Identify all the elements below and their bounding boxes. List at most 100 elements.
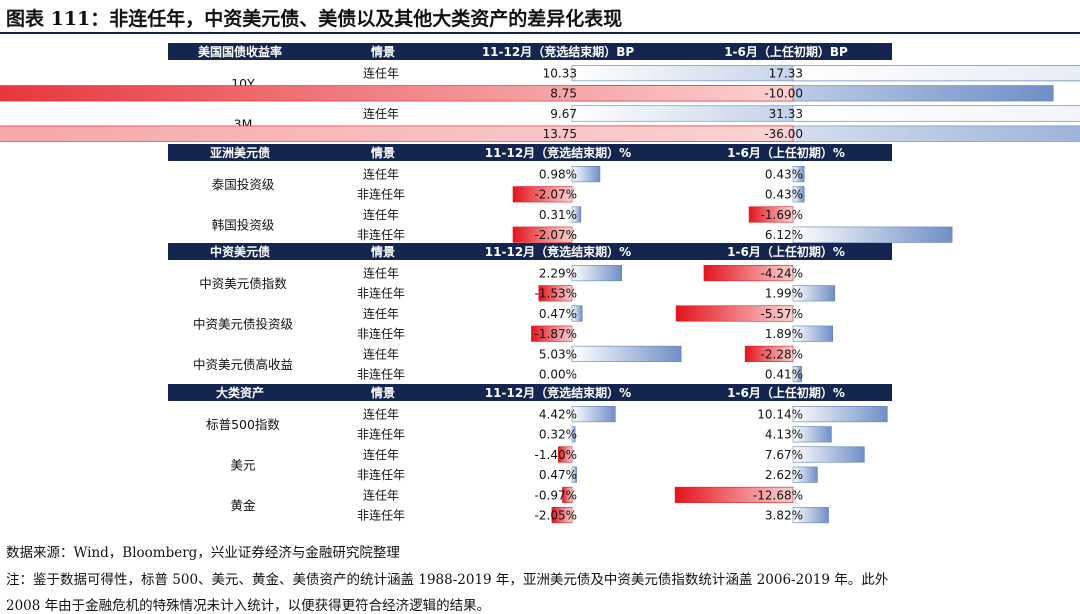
value-bar-col2	[792, 226, 953, 243]
value-bar-col2	[674, 486, 794, 503]
value-bar-col2	[792, 446, 865, 463]
footnote-line-2: 2008 年由于金融危机的特殊情况未计入统计，以便获得更符合经济逻辑的结果。	[6, 598, 491, 614]
value-label-col1: -2.07%	[535, 188, 577, 202]
value-label-col1: 13.75	[543, 127, 577, 141]
value-label-col1: 0.32%	[539, 428, 577, 442]
value-bar-col2	[792, 366, 802, 383]
scenario-label: 非连任年	[357, 467, 405, 482]
value-label-col1: 10.33	[543, 67, 577, 81]
scenario-label: 非连任年	[357, 286, 405, 301]
section-header-scenario: 情景	[371, 244, 395, 259]
scenario-label: 连任年	[363, 306, 399, 321]
value-label-col1: 4.42%	[539, 408, 577, 422]
section-header-bar	[168, 384, 892, 401]
value-bar-col2	[792, 507, 829, 524]
value-bar-col2	[703, 265, 794, 282]
group-label: 黄金	[230, 498, 256, 513]
scenario-label: 非连任年	[357, 326, 405, 341]
scenario-label: 连任年	[363, 346, 399, 361]
scenario-label: 非连任年	[357, 508, 405, 523]
scenario-label: 连任年	[363, 407, 399, 422]
section-header-col1: 11-12月（竞选结束期）%	[485, 244, 631, 259]
value-label-col1: 0.98%	[539, 168, 577, 182]
section-header-scenario: 情景	[371, 385, 395, 400]
value-label-col1: 5.03%	[539, 347, 577, 361]
value-label-col2: 4.13%	[765, 428, 803, 442]
section-header-name: 大类资产	[216, 385, 264, 400]
value-label-col2: 6.12%	[765, 228, 803, 242]
value-bar-col1	[557, 446, 573, 463]
value-label-col2: 17.33	[769, 67, 803, 81]
value-bar-col2	[792, 406, 888, 423]
value-label-col1: 9.67	[550, 107, 577, 121]
value-bar-col1	[571, 466, 577, 483]
scenario-label: 连任年	[363, 167, 399, 182]
value-label-col2: -12.68%	[753, 488, 803, 502]
group-label: 中资美元债指数	[199, 276, 287, 291]
value-label-col2: 7.67%	[765, 448, 803, 462]
value-bar-col2	[792, 105, 1080, 122]
value-label-col2: -2.28%	[761, 347, 803, 361]
value-label-col1: 0.47%	[539, 468, 577, 482]
scenario-label: 非连任年	[357, 427, 405, 442]
scenario-label: 非连任年	[357, 227, 405, 242]
value-label-col2: -36.00	[764, 127, 803, 141]
scenario-label: 连任年	[363, 66, 399, 81]
value-label-col1: 0.31%	[539, 208, 577, 222]
value-bar-col1	[571, 265, 622, 282]
value-label-col1: -2.07%	[535, 228, 577, 242]
value-label-col2: 31.33	[769, 107, 803, 121]
value-bar-col2	[744, 345, 794, 362]
value-bar-col2	[792, 325, 833, 342]
section-header-col2: 1-6月（上任初期）%	[727, 145, 845, 160]
section-header-scenario: 情景	[371, 44, 395, 59]
section-header-scenario: 情景	[371, 145, 395, 160]
value-label-col1: 2.29%	[539, 267, 577, 281]
value-bar-col1	[571, 305, 583, 322]
section-header-bar	[168, 43, 892, 60]
value-bar-col2	[0, 85, 794, 102]
group-label: 泰国投资级	[212, 177, 275, 192]
value-bar-col1	[562, 486, 573, 503]
value-label-col1: -0.97%	[535, 488, 577, 502]
value-label-col1: 0.47%	[539, 307, 577, 321]
scenario-label: 连任年	[363, 487, 399, 502]
value-label-col2: 0.41%	[765, 368, 803, 382]
value-bar-col1	[571, 426, 576, 443]
group-label: 美元	[230, 458, 255, 473]
value-label-col2: 0.43%	[765, 168, 803, 182]
value-bar-col1	[571, 206, 582, 223]
value-label-col1: -2.05%	[535, 509, 577, 523]
scenario-label: 非连任年	[357, 187, 405, 202]
value-label-col1: -1.40%	[535, 448, 577, 462]
value-bar-col1	[531, 325, 573, 342]
section-header-col2: 1-6月（上任初期）%	[727, 244, 845, 259]
scenario-label: 连任年	[363, 447, 399, 462]
value-bar-col2	[792, 466, 818, 483]
section-header-name: 美国国债收益率	[198, 44, 282, 59]
value-bar-col1	[538, 285, 573, 302]
section-header-name: 亚洲美元债	[210, 145, 270, 160]
value-bar-col2	[792, 186, 805, 203]
value-bar-col2	[748, 206, 794, 223]
value-label-col2: -10.00	[764, 87, 803, 101]
value-label-col2: 0.43%	[765, 188, 803, 202]
value-bar-col2	[792, 285, 836, 302]
scenario-label: 连任年	[363, 266, 399, 281]
value-label-col1: 0.00%	[539, 368, 577, 382]
section-header-name: 中资美元债	[210, 244, 270, 259]
value-label-col1: 8.75	[550, 87, 577, 101]
group-label: 韩国投资级	[212, 218, 275, 233]
scenario-label: 非连任年	[357, 367, 405, 382]
group-label: 中资美元债投资级	[193, 317, 294, 332]
section-header-col2: 1-6月（上任初期）%	[727, 385, 845, 400]
group-label: 标普500指数	[206, 417, 280, 432]
value-label-col2: 3.82%	[765, 509, 803, 523]
value-label-col2: 1.89%	[765, 327, 803, 341]
value-bar-col2	[792, 426, 832, 443]
scenario-label: 连任年	[363, 207, 399, 222]
section-header-bar	[168, 144, 892, 161]
section-header-col2: 1-6月（上任初期）BP	[724, 44, 848, 59]
figure-title: 图表 111：非连任年，中资美元债、美债以及其他大类资产的差异化表现	[0, 0, 1080, 34]
